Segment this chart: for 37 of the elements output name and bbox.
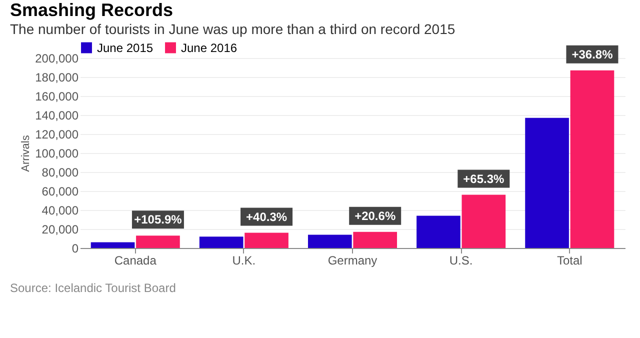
- annotation: +40.3%: [246, 210, 288, 224]
- source-note: Source: Icelandic Tourist Board: [10, 281, 176, 295]
- bar: [525, 118, 569, 248]
- x-tick-label: Germany: [328, 254, 378, 268]
- chart-title: Smashing Records: [10, 0, 174, 20]
- x-tick-label: Canada: [114, 254, 157, 268]
- y-tick-label: 100,000: [35, 146, 79, 160]
- y-tick-label: 200,000: [35, 52, 79, 66]
- y-tick-label: 180,000: [35, 70, 79, 84]
- annotation: +105.9%: [134, 212, 182, 227]
- annotation: +36.8%: [572, 47, 614, 62]
- annotation: +65.3%: [463, 172, 504, 186]
- legend-label: June 2015: [97, 40, 154, 55]
- x-tick-label: U.S.: [449, 254, 473, 268]
- y-tick-label: 60,000: [42, 184, 79, 198]
- y-tick-label: 40,000: [42, 204, 79, 218]
- x-tick-label: Total: [556, 254, 582, 268]
- y-tick-label: 160,000: [35, 90, 79, 104]
- bar: [244, 232, 288, 248]
- y-tick-label: 120,000: [35, 128, 79, 142]
- x-tick-label: U.K.: [232, 254, 256, 268]
- legend-label: June 2016: [181, 40, 238, 55]
- y-tick-label: 20,000: [42, 222, 79, 236]
- chart-subtitle: The number of tourists in June was up more than a third on record 2015: [10, 21, 456, 37]
- y-tick-label: 140,000: [35, 108, 79, 122]
- bar: [90, 242, 135, 248]
- bar: [462, 194, 506, 248]
- y-tick-label: 80,000: [42, 166, 79, 180]
- bar: [416, 216, 460, 248]
- y-axis-title: Arrivals: [20, 134, 32, 172]
- y-tick-label: 0: [72, 242, 79, 256]
- bar: [308, 234, 352, 248]
- bar: [136, 236, 180, 248]
- annotation: +20.6%: [354, 208, 396, 223]
- bar: [199, 236, 244, 248]
- bar: [353, 232, 398, 248]
- bar: [570, 70, 614, 248]
